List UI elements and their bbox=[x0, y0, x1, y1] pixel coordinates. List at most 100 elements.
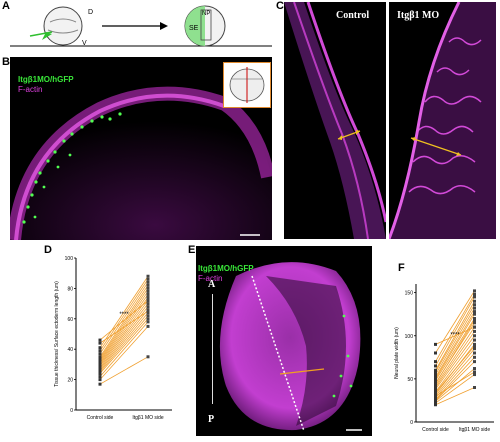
pair-line bbox=[99, 310, 149, 344]
significance-label: **** bbox=[450, 332, 460, 338]
y-tick-label: 100 bbox=[405, 334, 414, 340]
pair-line bbox=[435, 307, 475, 375]
panel-e-axis-p: P bbox=[208, 414, 215, 425]
y-tick-label: 20 bbox=[67, 378, 73, 384]
pair-line bbox=[435, 352, 475, 399]
pair-line bbox=[435, 326, 475, 386]
pair-line bbox=[435, 331, 475, 388]
mo-point bbox=[473, 367, 476, 371]
y-tick-label: 50 bbox=[407, 377, 413, 383]
panel-a-schematic: D V NP SE bbox=[10, 2, 272, 50]
mo-point bbox=[473, 295, 476, 299]
mo-point bbox=[473, 312, 476, 316]
pair-line bbox=[435, 387, 475, 406]
control-point bbox=[98, 364, 102, 368]
panel-a-svg: D V NP SE bbox=[10, 5, 272, 47]
control-point bbox=[434, 403, 437, 407]
mo-point bbox=[473, 347, 476, 351]
panel-b-svg bbox=[10, 57, 272, 240]
control-point bbox=[98, 349, 102, 353]
mo-point bbox=[473, 386, 476, 389]
mo-point bbox=[473, 317, 476, 320]
control-point bbox=[98, 356, 102, 360]
mo-point bbox=[146, 317, 150, 321]
control-point bbox=[98, 341, 102, 345]
mo-point bbox=[473, 292, 476, 296]
control-point bbox=[98, 372, 102, 376]
pair-line bbox=[435, 335, 475, 390]
panel-b-legend-gfp: Itgβ1MO/hGFP bbox=[18, 75, 74, 84]
mo-point bbox=[473, 373, 476, 377]
control-point bbox=[434, 391, 437, 395]
control-point bbox=[434, 370, 437, 374]
control-point bbox=[98, 367, 102, 371]
control-point bbox=[434, 368, 437, 372]
panel-label-a: A bbox=[2, 0, 10, 12]
mo-point bbox=[146, 305, 150, 309]
control-point bbox=[98, 361, 102, 365]
pair-line bbox=[435, 348, 475, 397]
mo-point bbox=[146, 302, 150, 306]
control-point bbox=[434, 364, 437, 368]
injection-arrow-icon bbox=[42, 32, 52, 40]
pair-line bbox=[99, 356, 149, 385]
pair-line bbox=[435, 339, 475, 393]
control-point bbox=[98, 378, 102, 382]
mo-point bbox=[473, 310, 476, 314]
x-category-label: Itgβ1 MO side bbox=[459, 427, 490, 433]
mo-point bbox=[146, 289, 150, 293]
mo-point bbox=[146, 299, 150, 303]
mo-point bbox=[473, 338, 476, 342]
panel-d-chart: 0 20 40 60 80 100 Tissue thickness/ Surface ec… bbox=[40, 244, 180, 430]
mo-point bbox=[473, 289, 476, 293]
control-point bbox=[98, 338, 102, 342]
panel-label-f: F bbox=[398, 262, 405, 274]
pair-line bbox=[99, 291, 149, 361]
mo-point bbox=[473, 334, 476, 338]
pair-line bbox=[435, 326, 475, 345]
pair-line bbox=[99, 288, 149, 359]
control-point bbox=[434, 398, 437, 402]
pair-line bbox=[99, 276, 149, 348]
pair-line bbox=[435, 345, 475, 393]
panel-a-v-label: V bbox=[82, 40, 87, 47]
pair-line bbox=[435, 311, 475, 378]
pair-line bbox=[99, 279, 149, 351]
pair-line bbox=[435, 368, 475, 402]
control-point bbox=[434, 386, 437, 389]
control-point bbox=[434, 351, 437, 355]
pair-line bbox=[99, 300, 149, 341]
control-point bbox=[434, 373, 437, 377]
panel-c-right-image: Itgβ1 MO bbox=[389, 2, 496, 239]
panel-c-left-image: Control bbox=[284, 2, 386, 239]
chart-d-svg: 0 20 40 60 80 100 Tissue thickness/ Surface ec… bbox=[54, 256, 172, 421]
chart-f-svg: 0 50 100 150 Neural plate width (um) Control … bbox=[394, 284, 494, 433]
control-point bbox=[98, 359, 102, 363]
panel-b-legend-actin: F-actin bbox=[18, 85, 43, 94]
control-point bbox=[98, 375, 102, 379]
y-tick-label: 0 bbox=[70, 408, 73, 414]
mo-point bbox=[146, 320, 150, 324]
y-tick-label: 40 bbox=[67, 347, 73, 353]
mo-point bbox=[473, 321, 476, 325]
control-point bbox=[98, 346, 102, 350]
mo-point bbox=[146, 296, 150, 300]
pair-line bbox=[99, 285, 149, 358]
mo-point bbox=[473, 344, 476, 348]
control-point bbox=[98, 352, 102, 356]
panel-e-axis-a: A bbox=[208, 279, 216, 290]
y-axis-label: Neural plate width (um) bbox=[394, 327, 400, 379]
panel-c-mo-title: Itgβ1 MO bbox=[397, 10, 440, 21]
panel-a-np-label: NP bbox=[202, 11, 210, 17]
x-category-label: Control side bbox=[422, 427, 449, 433]
mo-point bbox=[146, 308, 150, 312]
control-point bbox=[98, 358, 102, 362]
pair-line bbox=[435, 318, 475, 381]
y-tick-label: 80 bbox=[67, 286, 73, 292]
pair-line bbox=[435, 304, 475, 373]
panel-e-axis-line bbox=[212, 294, 213, 404]
control-point bbox=[434, 342, 437, 346]
panel-label-b: B bbox=[2, 56, 10, 68]
control-point bbox=[434, 379, 437, 383]
pair-line bbox=[99, 321, 149, 377]
